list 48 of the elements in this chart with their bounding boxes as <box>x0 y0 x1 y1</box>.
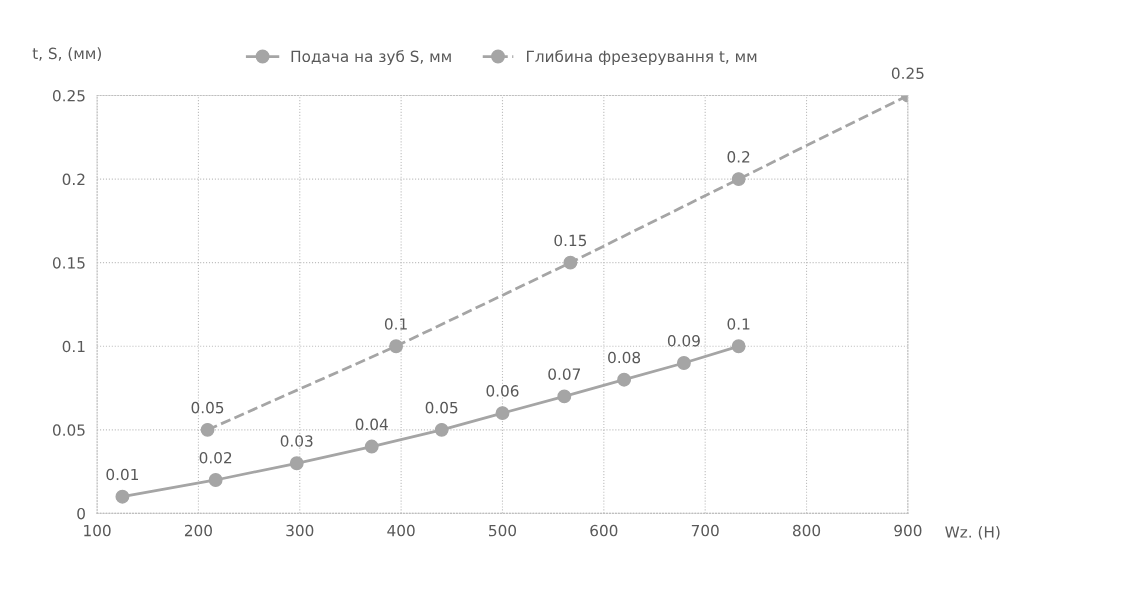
point <box>200 422 215 437</box>
legend-label: Подача на зуб S, мм <box>291 50 451 66</box>
x-tick-label: 200 <box>184 524 212 537</box>
data-label: 0.03 <box>280 435 313 447</box>
point <box>434 422 449 437</box>
point <box>364 439 379 454</box>
point <box>617 372 632 387</box>
data-label: 0.25 <box>891 67 924 80</box>
data-label: 0.01 <box>106 468 139 481</box>
data-label: 0.06 <box>486 385 519 397</box>
data-label: 0.04 <box>355 418 388 431</box>
x-tick-label: 900 <box>894 524 922 537</box>
data-label: 0.2 <box>727 151 750 163</box>
y-axis-title: t, S, (мм) <box>32 47 101 61</box>
point <box>389 339 404 354</box>
x-tick-label: 700 <box>691 524 719 537</box>
data-label: 0.1 <box>727 318 750 330</box>
x-tick-label: 400 <box>387 524 415 537</box>
legend-label: Глибина фрезерування t, мм <box>527 50 757 66</box>
data-label: 0.08 <box>608 351 641 364</box>
point <box>115 489 130 504</box>
x-tick-label: 300 <box>286 524 314 537</box>
point <box>208 473 223 487</box>
data-label: 0.15 <box>554 234 587 247</box>
y-tick-label: 0.2 <box>62 173 85 186</box>
x-tick-label: 800 <box>792 524 821 537</box>
x-tick-label: 600 <box>590 524 618 537</box>
x-axis-title: Wz. (Н) <box>945 525 1000 540</box>
data-label: 0.09 <box>667 334 700 347</box>
data-label: 0.1 <box>384 318 407 330</box>
data-label: 0.02 <box>199 451 232 464</box>
y-tick-label: 0.15 <box>52 257 85 269</box>
data-label: 0.05 <box>191 401 224 414</box>
point <box>289 456 304 471</box>
y-tick-label: 0.1 <box>62 340 85 353</box>
point <box>676 356 691 370</box>
y-tick-label: 0.05 <box>52 424 85 436</box>
point <box>563 255 578 270</box>
x-tick-label: 500 <box>489 524 517 537</box>
x-tick-label: 100 <box>84 524 111 537</box>
data-label: 0.07 <box>548 368 581 380</box>
point <box>557 389 572 404</box>
y-tick-label: 0.25 <box>52 89 85 102</box>
point <box>731 172 746 187</box>
y-tick-label: 0 <box>77 507 85 520</box>
data-label: 0.05 <box>425 401 458 414</box>
point <box>731 339 746 354</box>
point <box>495 406 510 421</box>
